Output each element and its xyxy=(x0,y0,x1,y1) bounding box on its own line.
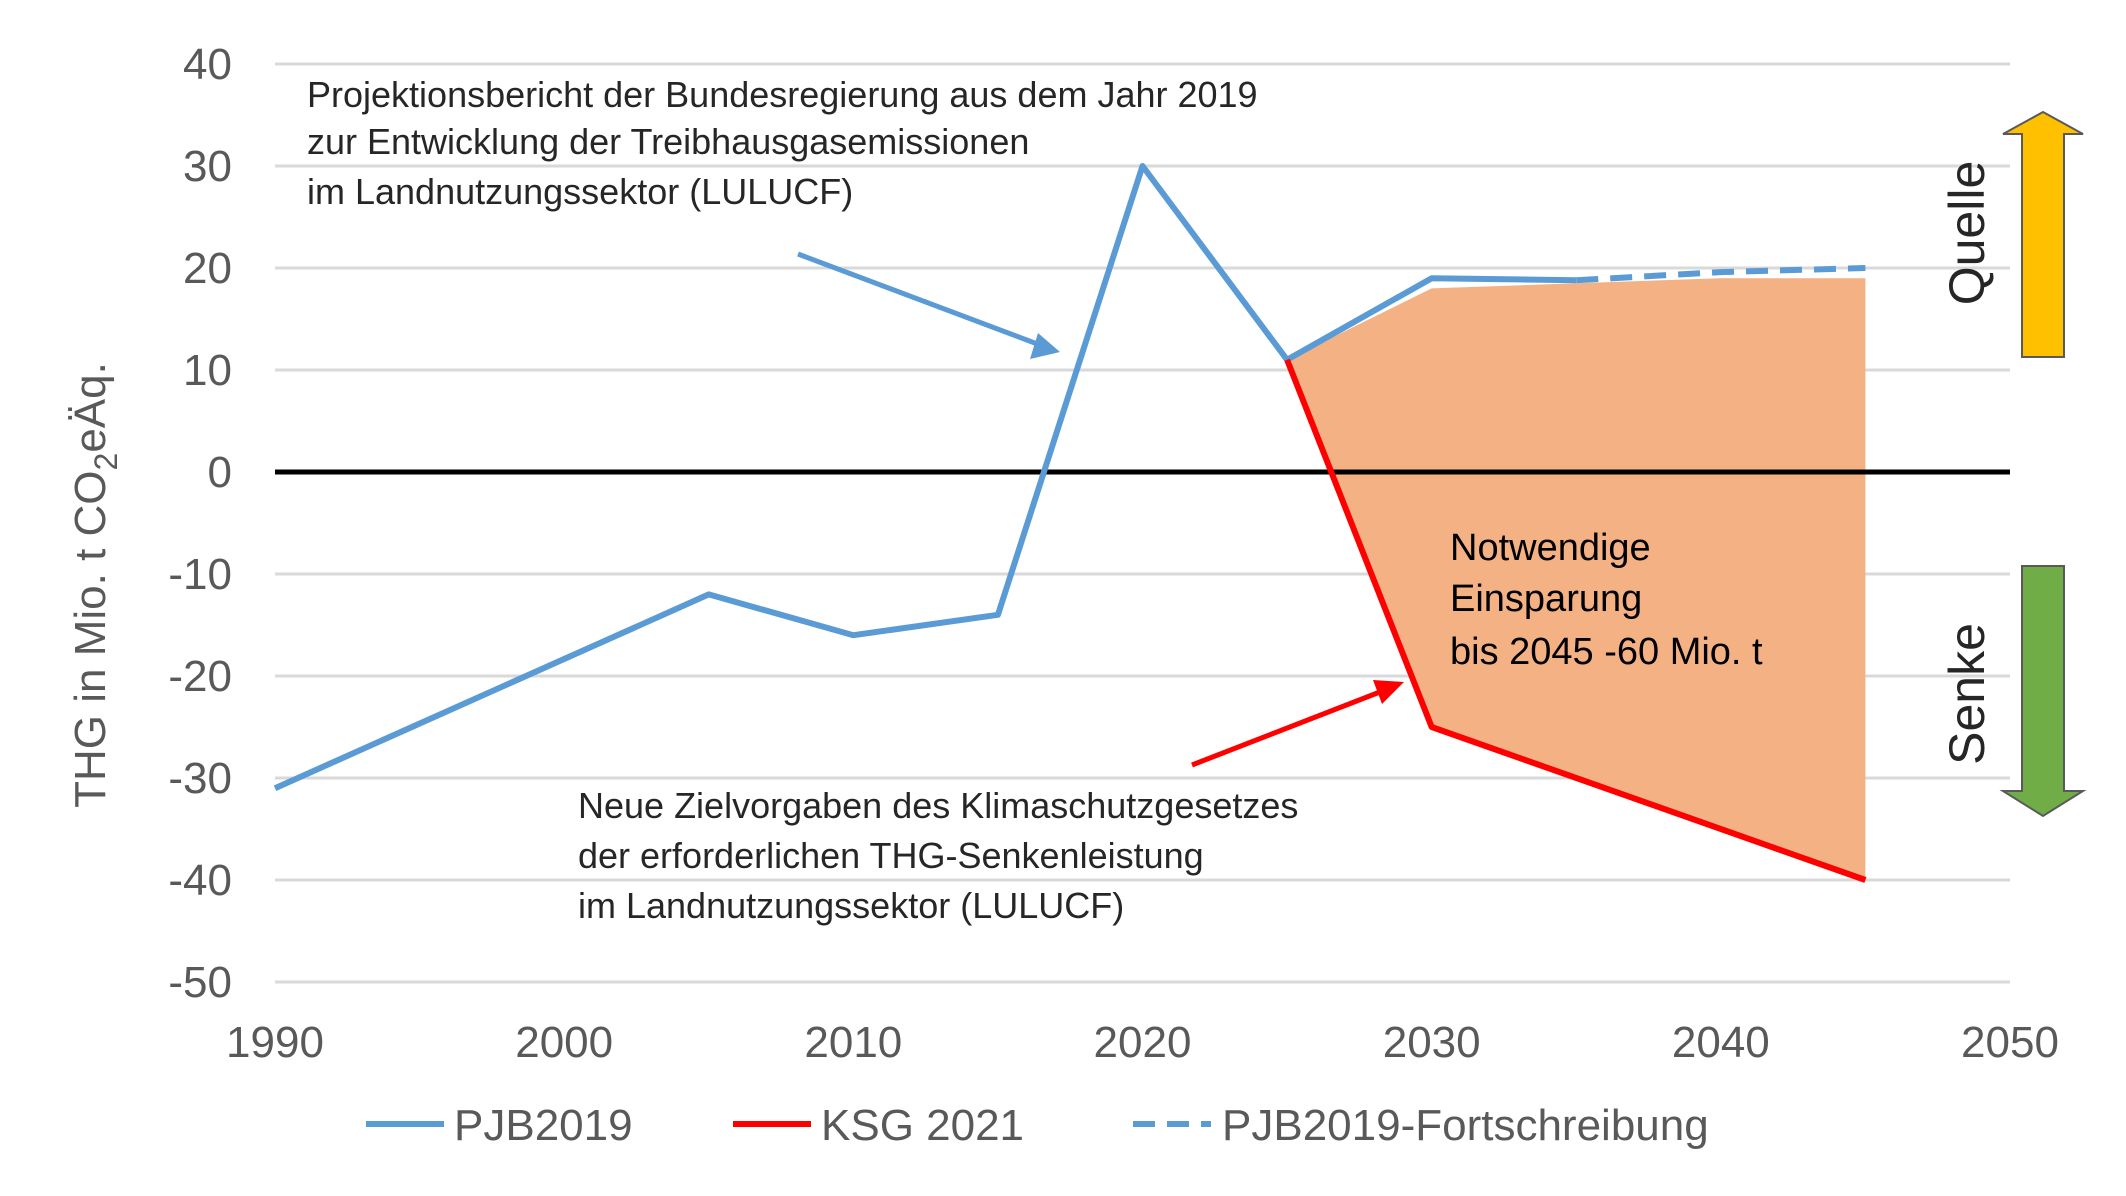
series-layer xyxy=(273,163,1867,883)
legend-item-ksg2021: KSG 2021 xyxy=(733,1101,1024,1150)
savings-annotation-line-2: Einsparung xyxy=(1450,578,1642,620)
x-tick-label: 2030 xyxy=(1383,1018,1481,1067)
pjb-annotation-arrow xyxy=(797,251,1060,359)
x-tick-label: 1990 xyxy=(226,1018,324,1067)
y-axis-label-unit: eÄq. xyxy=(66,362,115,453)
legend-item-pjb2019-fortschreibung: PJB2019-Fortschreibung xyxy=(1133,1101,1709,1150)
pjb-annotation-line-2: zur Entwicklung der Treibhausgasemission… xyxy=(307,121,1029,162)
ksg-annotation-line-1: Neue Zielvorgaben des Klimaschutzgesetze… xyxy=(578,785,1298,826)
y-axis-label-main: THG in Mio. t CO xyxy=(66,470,115,807)
x-tick-label: 2000 xyxy=(515,1018,613,1067)
ksg-annotation-line-2: der erforderlichen THG-Senkenleistung xyxy=(578,835,1204,876)
y-axis-label-subscript: 2 xyxy=(88,453,124,471)
legend-label-pjb2019-fortschreibung: PJB2019-Fortschreibung xyxy=(1222,1101,1709,1150)
fill-layer xyxy=(1287,278,1866,880)
y-tick-label: 40 xyxy=(183,40,232,89)
y-tick-label: -20 xyxy=(168,652,232,701)
sink-arrow xyxy=(1999,565,2087,818)
grid-layer xyxy=(275,62,2010,984)
savings-area xyxy=(1287,278,1866,880)
y-tick-label: -30 xyxy=(168,754,232,803)
x-tick-label: 2020 xyxy=(1094,1018,1192,1067)
savings-annotation-line-3: bis 2045 -60 Mio. t xyxy=(1450,631,1763,673)
x-tick-label: 2010 xyxy=(804,1018,902,1067)
y-tick-label: -50 xyxy=(168,958,232,1007)
savings-annotation-line-1: Notwendige xyxy=(1450,527,1651,569)
x-tick-label: 2050 xyxy=(1961,1018,2059,1067)
source-label: Quelle xyxy=(1939,161,1995,306)
ksg-annotation-arrow xyxy=(1191,680,1404,768)
pjb-annotation-line-1: Projektionsbericht der Bundesregierung a… xyxy=(307,74,1258,115)
series-line-pjb2019 xyxy=(273,163,1577,791)
x-tick-label: 2040 xyxy=(1672,1018,1770,1067)
source-arrow xyxy=(2002,110,2084,358)
pjb-annotation-line-3: im Landnutzungssektor (LULUCF) xyxy=(307,171,853,212)
y-tick-label: -10 xyxy=(168,550,232,599)
y-tick-label: -40 xyxy=(168,856,232,905)
y-tick-label: 20 xyxy=(183,244,232,293)
ksg-annotation-line-3: im Landnutzungssektor (LULUCF) xyxy=(578,885,1124,926)
legend-label-pjb2019: PJB2019 xyxy=(454,1101,633,1150)
y-tick-label: 10 xyxy=(183,346,232,395)
y-tick-label: 30 xyxy=(183,142,232,191)
legend-label-ksg2021: KSG 2021 xyxy=(821,1101,1024,1150)
y-tick-label: 0 xyxy=(208,448,232,497)
y-axis-label: THG in Mio. t CO2eÄq. xyxy=(66,362,124,808)
sink-label: Senke xyxy=(1939,623,1995,765)
legend: PJB2019 KSG 2021 PJB2019-Fortschreibung xyxy=(366,1101,1709,1150)
legend-item-pjb2019: PJB2019 xyxy=(366,1101,633,1150)
